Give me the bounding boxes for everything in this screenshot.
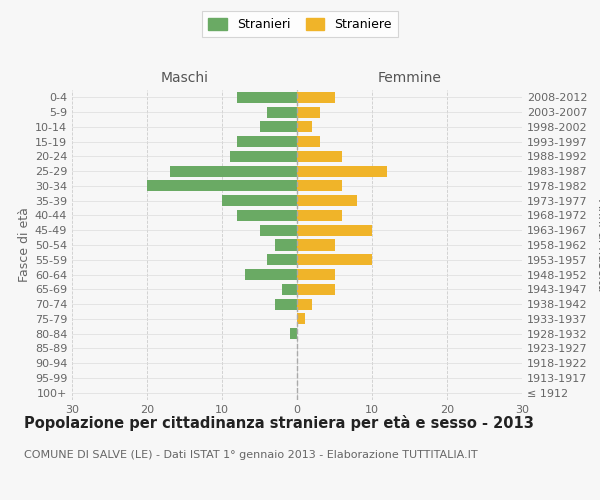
Bar <box>237 92 297 103</box>
Bar <box>260 122 297 132</box>
Bar <box>297 122 312 132</box>
Bar <box>297 210 342 221</box>
Text: Femmine: Femmine <box>377 71 442 85</box>
Y-axis label: Anni di nascita: Anni di nascita <box>595 198 600 291</box>
Bar <box>245 269 297 280</box>
Bar <box>297 92 335 103</box>
Bar <box>222 195 297 206</box>
Bar <box>297 106 320 118</box>
Legend: Stranieri, Straniere: Stranieri, Straniere <box>202 11 398 38</box>
Bar <box>282 284 297 295</box>
Bar <box>297 224 372 236</box>
Bar <box>147 180 297 192</box>
Bar <box>297 314 305 324</box>
Bar <box>297 269 335 280</box>
Bar <box>275 298 297 310</box>
Bar <box>297 166 387 176</box>
Bar <box>229 151 297 162</box>
Bar <box>297 195 357 206</box>
Bar <box>260 224 297 236</box>
Bar <box>297 240 335 250</box>
Bar <box>237 136 297 147</box>
Y-axis label: Fasce di età: Fasce di età <box>17 208 31 282</box>
Text: Maschi: Maschi <box>161 71 209 85</box>
Bar <box>297 151 342 162</box>
Bar <box>297 254 372 266</box>
Bar <box>297 136 320 147</box>
Bar <box>297 284 335 295</box>
Text: Popolazione per cittadinanza straniera per età e sesso - 2013: Popolazione per cittadinanza straniera p… <box>24 415 534 431</box>
Bar <box>237 210 297 221</box>
Bar <box>267 254 297 266</box>
Bar <box>297 298 312 310</box>
Text: COMUNE DI SALVE (LE) - Dati ISTAT 1° gennaio 2013 - Elaborazione TUTTITALIA.IT: COMUNE DI SALVE (LE) - Dati ISTAT 1° gen… <box>24 450 478 460</box>
Bar <box>297 180 342 192</box>
Bar <box>275 240 297 250</box>
Bar <box>170 166 297 176</box>
Bar <box>290 328 297 339</box>
Bar <box>267 106 297 118</box>
